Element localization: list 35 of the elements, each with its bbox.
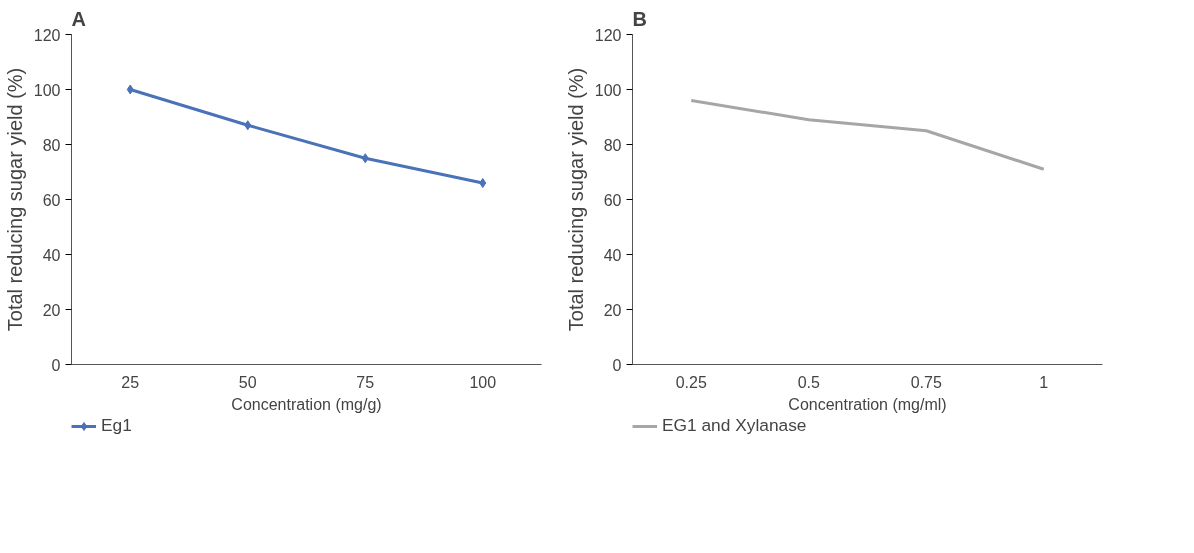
x-tick-label: 75 — [356, 373, 375, 391]
y-tick-label: 40 — [603, 246, 622, 264]
line-series — [689, 99, 1046, 171]
y-axis-title: Total reducing sugar yield (%) — [564, 67, 587, 332]
y-tick-label: 80 — [42, 136, 61, 154]
x-tick-label: 1 — [1039, 373, 1049, 391]
x-axis-title: Concentration (mg/ml) — [788, 395, 947, 413]
x-tick-label: 100 — [469, 373, 497, 391]
point — [479, 178, 487, 188]
y-tick-label: 120 — [33, 26, 61, 44]
x-tick-label: 25 — [121, 373, 140, 391]
y-tick-label: 0 — [51, 356, 61, 374]
y-tick-label: 100 — [33, 81, 61, 99]
y-tick-label: 60 — [42, 191, 61, 209]
y-tick-label: 0 — [612, 356, 622, 374]
legend-label: EG1 and Xylanase — [662, 415, 807, 436]
y-tick-label: 20 — [42, 301, 61, 319]
y-tick-label: 20 — [603, 301, 622, 319]
x-axis-title: Concentration (mg/g) — [231, 395, 382, 413]
y-axis-title: Total reducing sugar yield (%) — [3, 67, 26, 332]
point — [126, 84, 134, 95]
point — [361, 153, 369, 164]
y-tick-label: 40 — [42, 246, 61, 264]
y-tick-label: 100 — [594, 81, 622, 99]
x-tick-label: 0.25 — [675, 373, 707, 391]
x-tick-label: 0.75 — [910, 373, 942, 391]
chart-title: B — [632, 7, 647, 30]
y-tick-label: 120 — [594, 26, 622, 44]
y-tick-label: 80 — [603, 136, 622, 154]
x-tick-label: 0.5 — [797, 373, 820, 391]
chart-title: A — [71, 7, 86, 30]
legend-label: Eg1 — [101, 415, 132, 436]
point — [244, 120, 252, 131]
x-tick-label: 50 — [238, 373, 257, 391]
y-tick-label: 60 — [603, 191, 622, 209]
